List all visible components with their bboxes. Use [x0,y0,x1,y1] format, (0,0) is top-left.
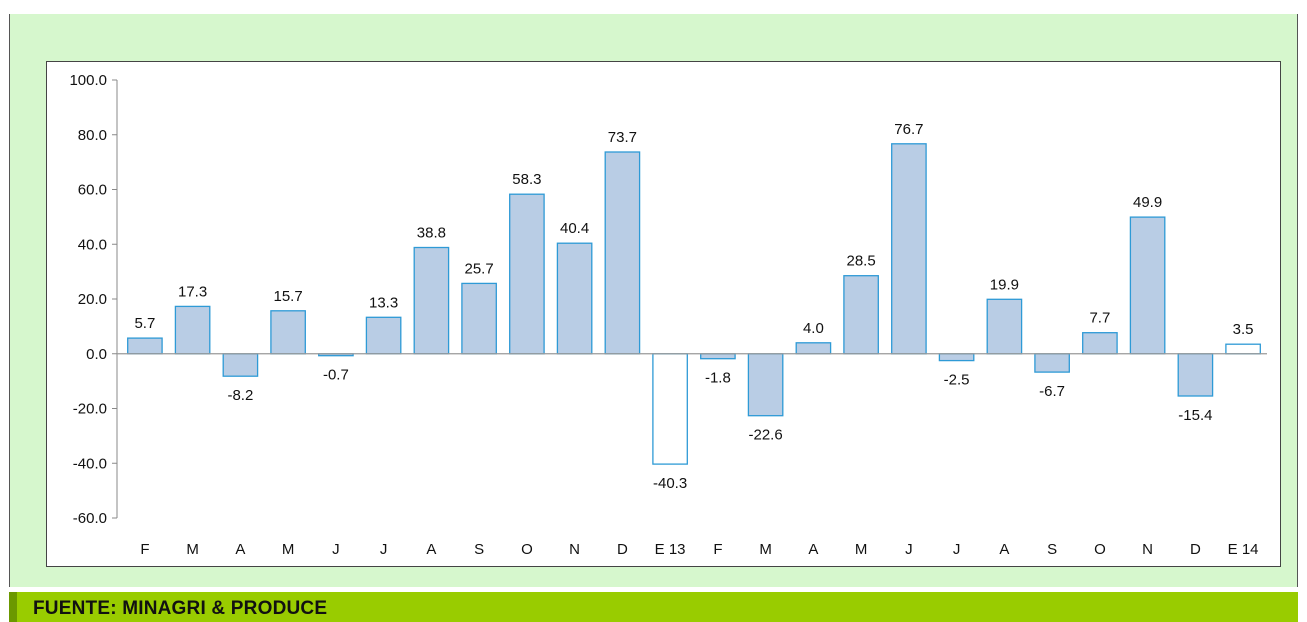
bar [509,193,545,355]
data-label: 49.9 [1133,194,1162,211]
data-label: 76.7 [894,121,923,138]
bar [461,282,497,355]
x-tick-label: J [380,541,388,558]
bar [891,143,927,355]
x-tick-label: J [905,541,913,558]
data-label: -1.8 [705,370,731,387]
y-tick-label: 60.0 [78,182,107,199]
bar [700,353,736,360]
data-label: 7.7 [1089,310,1110,327]
y-tick-label: 80.0 [78,127,107,144]
data-label: 28.5 [846,253,875,270]
x-tick-label: J [332,541,340,558]
y-tick-label: 20.0 [78,291,107,308]
x-tick-label: S [1047,541,1057,558]
data-label: 4.0 [803,320,824,337]
bar [127,337,163,355]
x-tick-label: J [953,541,961,558]
bar [1129,216,1166,355]
bar [938,353,975,362]
x-tick-label: N [569,541,580,558]
data-label: 5.7 [134,315,155,332]
data-label: 15.7 [273,288,302,305]
bar [1225,343,1261,355]
data-label: -6.7 [1039,383,1065,400]
x-tick-label: E 13 [655,541,686,558]
x-tick-label: M [186,541,199,558]
data-label: -40.3 [653,475,687,492]
bar [747,353,784,417]
bar [270,310,306,355]
bar [986,298,1023,355]
data-label: 17.3 [178,283,207,300]
data-label: 3.5 [1233,321,1254,338]
x-tick-label: E 14 [1228,541,1259,558]
x-tick-label: S [474,541,484,558]
data-label: -2.5 [944,372,970,389]
bar-chart: 100.0 80.0 60.0 40.0 20.0 0.0 -20.0 -40.0 -60.0 5… [69,72,1267,558]
data-label: 38.8 [417,225,446,242]
chart-frame: 100.0 80.0 60.0 40.0 20.0 0.0 -20.0 -40.0 -60.0 5… [9,14,1298,587]
bar [604,151,641,355]
data-label: 25.7 [464,260,493,277]
data-label: -15.4 [1178,407,1212,424]
x-tick-label: M [759,541,772,558]
x-tick-label: D [1190,541,1201,558]
bar [1177,353,1214,397]
x-tick-label: F [140,541,149,558]
x-tick-label: M [855,541,868,558]
x-tick-label: F [713,541,722,558]
x-tick-label: O [1094,541,1106,558]
data-label: -0.7 [323,367,349,384]
x-tick-label: D [617,541,628,558]
data-label: -8.2 [227,387,253,404]
bar [795,342,832,355]
x-tick-label: A [235,541,245,558]
bar [652,353,688,465]
bar [365,316,402,355]
x-tick-label: M [282,541,295,558]
bar [843,275,879,355]
x-tick-label: A [999,541,1009,558]
data-label: 58.3 [512,171,541,188]
source-footer: FUENTE: MINAGRI & PRODUCE [9,592,1298,622]
bar [556,242,593,355]
bar [1034,353,1070,373]
x-tick-label: N [1142,541,1153,558]
x-tick-label: O [521,541,533,558]
data-label: 40.4 [560,220,589,237]
plot-panel: 100.0 80.0 60.0 40.0 20.0 0.0 -20.0 -40.0 -60.0 5… [46,61,1281,567]
y-tick-label: 100.0 [69,72,107,89]
data-label: 19.9 [990,276,1019,293]
bar [222,353,259,377]
data-label: 73.7 [608,129,637,146]
y-tick-label: -20.0 [73,401,107,418]
data-label: -22.6 [748,427,782,444]
source-text: FUENTE: MINAGRI & PRODUCE [33,598,328,619]
y-tick-label: 0.0 [86,346,107,363]
bar [1082,332,1118,355]
y-tick-label: -60.0 [73,510,107,527]
y-tick-label: 40.0 [78,236,107,253]
y-tick-label: -40.0 [73,455,107,472]
bar [174,305,211,355]
data-label: 13.3 [369,294,398,311]
bar [413,246,450,355]
x-tick-label: A [426,541,436,558]
x-tick-label: A [808,541,818,558]
